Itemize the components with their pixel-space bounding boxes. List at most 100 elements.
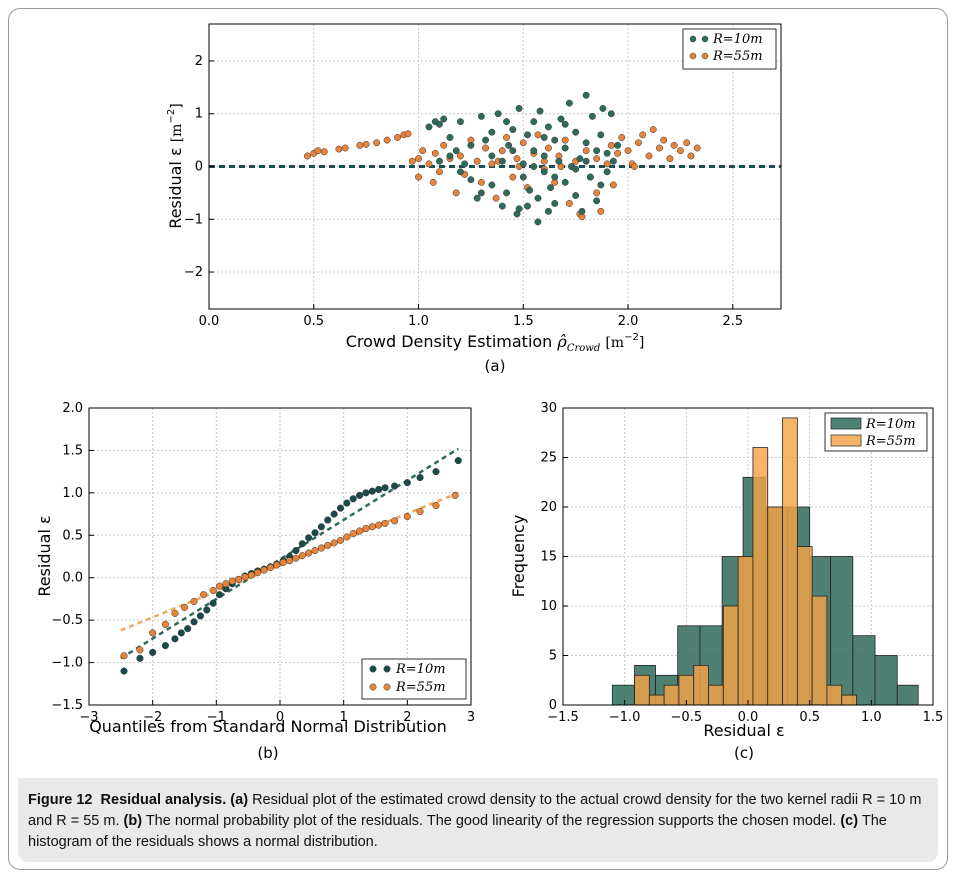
y-tick-label: 1 [195, 107, 203, 122]
scatter-point [356, 141, 364, 149]
scatter-point [645, 152, 653, 160]
legend-marker [701, 52, 709, 60]
scatter-point [305, 534, 313, 542]
scatter-point [456, 168, 464, 176]
scatter-point [336, 536, 345, 544]
scatter-point [534, 218, 542, 226]
scatter-point [136, 646, 144, 654]
x-tick-label: 3 [467, 710, 475, 725]
scatter-point [687, 152, 695, 160]
legend-label: R=55m [712, 49, 763, 64]
y-tick-label: −1.0 [51, 656, 83, 671]
scatter-point [403, 479, 411, 487]
legend-swatch [830, 417, 862, 430]
x-tick-label: −1 [207, 710, 226, 725]
scatter-point [273, 561, 281, 569]
scatter-point [492, 194, 500, 202]
scatter-point [488, 181, 496, 189]
scatter-point [311, 529, 319, 537]
x-tick-label: 1.5 [513, 314, 534, 329]
y-tick-label: 0 [549, 698, 557, 713]
scatter-point [436, 120, 443, 128]
scatter-point [578, 207, 586, 215]
x-tick-label: 2 [403, 710, 411, 725]
scatter-point [473, 157, 481, 165]
scatter-point [599, 104, 607, 112]
scatter-point [330, 510, 338, 518]
scatter-point [375, 485, 383, 494]
scatter-point [555, 157, 563, 165]
legend-marker [383, 665, 391, 673]
scatter-point [222, 580, 230, 588]
y-tick-label: −0.5 [51, 613, 83, 628]
histogram-bar [796, 546, 813, 705]
scatter-point [603, 168, 611, 176]
y-tick-label: −1 [184, 212, 203, 227]
scatter-point [614, 149, 622, 157]
scatter-point [597, 181, 605, 189]
x-axis-label: Quantiles from Standard Normal Distribut… [89, 717, 447, 736]
legend-box [682, 28, 777, 70]
scatter-point [530, 118, 538, 126]
scatter-point [477, 112, 485, 120]
scatter-point [456, 118, 464, 126]
scatter-point [161, 620, 169, 628]
x-tick-label: −2 [143, 710, 162, 725]
legend-marker [369, 665, 377, 673]
caption-tag-b: (b) [123, 813, 143, 829]
legend: R=10m R=55m [824, 412, 928, 452]
y-axis-label: Frequency [509, 515, 528, 598]
scatter-point [618, 134, 626, 141]
scatter-point [408, 157, 416, 165]
histogram-bar [896, 684, 919, 705]
scatter-point [215, 582, 224, 590]
scatter-points [304, 91, 701, 226]
scatter-point [432, 502, 440, 510]
scatter-point [572, 128, 580, 136]
scatter-point [436, 157, 443, 165]
scatter-point [120, 667, 128, 675]
y-axis-label: Residual ε [m−2] [166, 103, 185, 228]
y-tick-label: −2 [184, 265, 203, 280]
scatter-point [494, 110, 502, 118]
scatter-point [336, 504, 345, 512]
scatter-point [286, 557, 294, 565]
scatter-point [656, 144, 663, 152]
x-tick-label: 0.5 [799, 710, 820, 725]
scatter-point [609, 157, 617, 165]
scatter-point [593, 189, 601, 197]
scatter-point [576, 155, 584, 163]
scatter-point [467, 176, 475, 184]
scatter-point [488, 128, 496, 136]
scatter-point [200, 591, 208, 599]
legend-marker [689, 52, 697, 60]
y-tick-label: 30 [540, 401, 557, 416]
scatter-point [432, 468, 440, 476]
scatter-point [544, 123, 552, 131]
histogram-bar [708, 684, 724, 705]
legend-label: R=55m [865, 434, 916, 449]
histogram-bar [841, 694, 857, 705]
scatter-point [349, 495, 357, 503]
scatter-point [324, 516, 332, 524]
legend-marker [383, 683, 391, 691]
scatter-point [561, 178, 569, 186]
x-tick-label: 0.5 [303, 314, 324, 329]
scatter-point [247, 571, 255, 579]
legend-label: R=55m [395, 680, 446, 695]
scatter-point [373, 139, 381, 147]
axis-ticks: 0.0 0.5 1.0 1.5 2.0 2.5 2 1 0 −1 −2 [184, 54, 743, 329]
scatter-point [209, 586, 217, 594]
scatter-point [676, 147, 684, 155]
normal-probability-chart: −3 −2 −1 0 1 2 3 2.0 1.5 1.0 0.5 0.0 −0.5 −1.0 −1.5 R=… [35, 401, 475, 762]
scatter-point [614, 141, 622, 149]
legend-marker [689, 35, 697, 43]
scatter-point [693, 144, 701, 152]
legend-box [361, 658, 467, 700]
y-tick-label: 0.5 [62, 528, 83, 543]
scatter-point [551, 173, 559, 181]
x-tick-label: 0 [276, 710, 284, 725]
histogram-bar [852, 635, 876, 705]
histogram-bar [693, 665, 709, 705]
x-tick-label: −3 [79, 710, 98, 725]
